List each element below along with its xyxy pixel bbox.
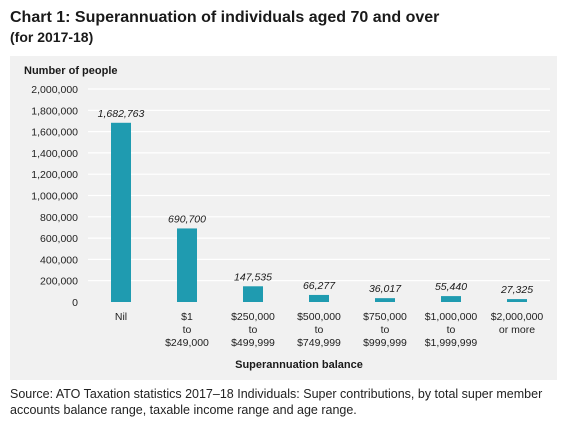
x-tick-label: $249,000 [165,337,209,349]
bar [243,286,263,302]
data-label: 55,440 [435,281,467,293]
bars [111,122,527,303]
x-tick-label: $1,000,000 [425,311,478,323]
x-axis-label: Superannuation balance [235,359,363,371]
data-label: 690,700 [168,213,206,225]
data-label: 66,277 [303,280,336,292]
bar [375,298,395,302]
x-tick-label: $1,999,999 [425,337,478,349]
x-tick-label: $500,000 [297,311,341,323]
y-tick-label: 1,600,000 [31,127,78,139]
y-axis-ticks: 0 200,000 400,000 600,000 800,000 1,000,000 1,… [31,84,78,309]
x-tick-label: or more [499,324,535,336]
source-note: Source: ATO Taxation statistics 2017–18 … [10,387,543,417]
y-tick-label: 1,400,000 [31,148,78,160]
bar [441,296,461,302]
y-tick-label: 1,800,000 [31,105,78,117]
x-tick-label: $749,999 [297,337,341,349]
x-tick-label: $499,999 [231,337,275,349]
bar [177,228,197,302]
y-tick-label: 1,000,000 [31,191,78,203]
data-label: 36,017 [369,283,402,295]
x-tick-label: to [249,324,258,336]
data-labels: 1,682,763 690,700 147,535 66,277 36,017 55,44… [98,108,534,296]
x-tick-label: to [315,324,324,336]
data-label: 147,535 [234,271,272,283]
x-tick-label: to [381,324,390,336]
data-label: 1,682,763 [98,108,145,120]
x-tick-label: to [183,324,192,336]
x-tick-label: $250,000 [231,311,275,323]
y-tick-label: 400,000 [40,254,78,266]
chart-subtitle: (for 2017-18) [10,29,94,45]
y-tick-label: 200,000 [40,276,78,288]
x-tick-label: Nil [115,311,127,323]
bar [507,299,527,302]
gridlines [88,88,550,282]
y-tick-label: 0 [72,297,78,309]
chart-panel: Number of people 0 200,000 400,000 600,000 8… [10,56,557,380]
y-axis-label: Number of people [24,65,118,77]
chart-title: Chart 1: Superannuation of individuals a… [10,9,440,26]
bar-chart: Number of people 0 200,000 400,000 600,000 8… [24,65,550,371]
y-tick-label: 800,000 [40,212,78,224]
data-label: 27,325 [500,284,533,296]
x-tick-label: $999,999 [363,337,407,349]
x-tick-label: $750,000 [363,311,407,323]
x-axis-ticks: Nil $1to$249,000$250,000to$499,999$500,00… [115,311,544,349]
y-tick-label: 600,000 [40,233,78,245]
y-tick-label: 2,000,000 [31,84,78,96]
bar [309,294,329,302]
x-tick-label: $1 [181,311,193,323]
x-tick-label: to [447,324,456,336]
y-tick-label: 1,200,000 [31,169,78,181]
x-tick-label: $2,000,000 [491,311,544,323]
bar [111,122,131,303]
